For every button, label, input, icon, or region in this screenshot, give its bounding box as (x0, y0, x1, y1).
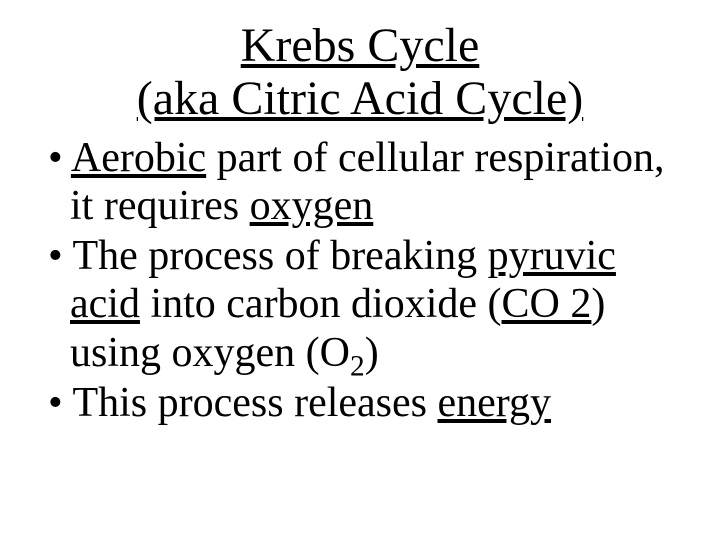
bullet-item-1: Aerobic part of cellular respiration, it… (40, 134, 680, 231)
text-underlined: CO 2 (502, 281, 592, 327)
text: ) (365, 330, 379, 376)
subscript: 2 (350, 350, 365, 382)
text: into carbon dioxide ( (140, 281, 502, 327)
slide-title: Krebs Cycle (aka Citric Acid Cycle) (40, 20, 680, 126)
bullet-list: Aerobic part of cellular respiration, it… (40, 134, 680, 428)
text: The process of breaking (72, 233, 487, 279)
text: This process releases (72, 380, 437, 426)
text-underlined: Aerobic (71, 135, 206, 181)
text-underlined: oxygen (250, 183, 374, 229)
bullet-item-2: The process of breaking pyruvic acid int… (40, 232, 680, 377)
text-underlined: energy (438, 380, 552, 426)
title-line-2: (aka Citric Acid Cycle) (40, 73, 680, 126)
bullet-item-3: This process releases energy (40, 379, 680, 427)
title-line-1: Krebs Cycle (40, 20, 680, 73)
